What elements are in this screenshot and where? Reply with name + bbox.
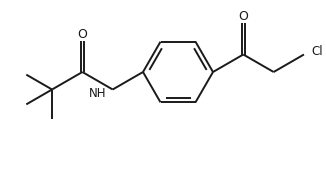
Text: O: O bbox=[78, 28, 87, 41]
Text: NH: NH bbox=[89, 87, 107, 100]
Text: O: O bbox=[238, 10, 248, 24]
Text: Cl: Cl bbox=[311, 45, 322, 58]
